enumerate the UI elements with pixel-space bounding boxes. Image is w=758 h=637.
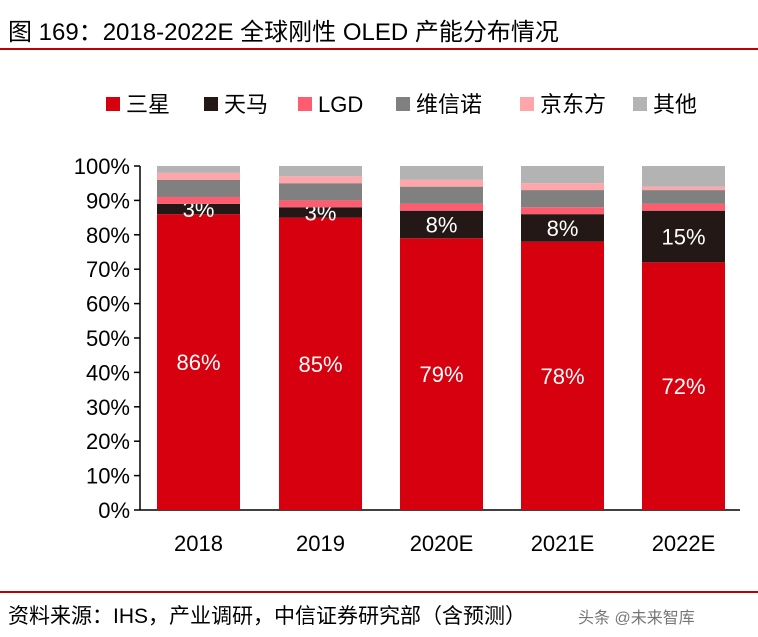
bar-segment-2018-三星 (157, 214, 240, 510)
watermark: 头条 @未来智库 (578, 610, 695, 627)
bar-segment-2021E-三星 (521, 241, 604, 510)
y-tick-label: 80% (86, 223, 130, 248)
data-label: 78% (540, 364, 584, 389)
x-tick-label: 2021E (531, 531, 595, 556)
legend-swatch (106, 97, 120, 111)
y-tick-label: 40% (86, 360, 130, 385)
legend-label: 天马 (224, 92, 268, 117)
stacked-bar-chart: 三星 天马 LGD 维信诺 京东方 其他 0% 10% 20% 30% 40% 50% 60% 70% 80… (74, 92, 740, 556)
bar-segment-2021E-天马 (521, 214, 604, 242)
bar-segment-2022E-其他 (642, 166, 725, 187)
legend-label: 其他 (653, 92, 697, 117)
bar-segment-2018-其他 (157, 166, 240, 173)
y-tick-label: 0% (98, 498, 130, 523)
bar-segment-2019-维信诺 (279, 183, 362, 201)
legend-swatch (204, 97, 218, 111)
data-label: 8% (426, 212, 458, 237)
bar-segment-2022E-天马 (642, 210, 725, 263)
x-tick-label: 2020E (410, 531, 474, 556)
bar-segment-2018-维信诺 (157, 179, 240, 197)
bar-segment-2022E-三星 (642, 262, 725, 510)
bar-segment-2020E-三星 (400, 238, 483, 511)
bar-segment-2018-天马 (157, 203, 240, 215)
bar-segment-2019-LGD (279, 200, 362, 208)
data-label: 86% (176, 350, 220, 375)
bar-segment-2019-京东方 (279, 176, 362, 184)
bar-segment-2019-天马 (279, 207, 362, 218)
bar-segment-2022E-维信诺 (642, 190, 725, 204)
legend-swatch (396, 97, 410, 111)
bar-segment-2021E-京东方 (521, 183, 604, 191)
y-tick-label: 90% (86, 188, 130, 213)
figure-title: 图 169：2018-2022E 全球刚性 OLED 产能分布情况 (8, 19, 559, 46)
y-tick-label: 70% (86, 257, 130, 282)
y-tick-label: 30% (86, 395, 130, 420)
legend-label: 京东方 (540, 92, 606, 117)
y-tick-label: 100% (74, 154, 130, 179)
bar-segment-2019-其他 (279, 166, 362, 177)
source-note: 资料来源：IHS，产业调研，中信证券研究部（含预测） (8, 605, 527, 628)
bar-segment-2020E-维信诺 (400, 186, 483, 204)
y-tick-label: 20% (86, 429, 130, 454)
legend-label: 维信诺 (416, 92, 482, 117)
y-tick-label: 50% (86, 326, 130, 351)
bar-segment-2021E-LGD (521, 207, 604, 215)
bar-segment-2022E-LGD (642, 203, 725, 211)
y-tick-label: 60% (86, 292, 130, 317)
data-label: 8% (547, 216, 579, 241)
bar-segment-2020E-天马 (400, 210, 483, 239)
legend-swatch (298, 97, 312, 111)
title-divider (0, 48, 758, 50)
bar-segment-2021E-其他 (521, 166, 604, 184)
source-divider (0, 591, 758, 593)
data-label: 85% (298, 352, 342, 377)
legend-swatch (633, 97, 647, 111)
bar-segment-2020E-京东方 (400, 179, 483, 187)
bar-segment-2018-京东方 (157, 172, 240, 180)
data-label: 79% (419, 362, 463, 387)
legend-swatch (520, 97, 534, 111)
legend-label: LGD (318, 92, 363, 117)
data-label: 15% (661, 225, 705, 250)
bar-segment-2022E-京东方 (642, 186, 725, 191)
bar-segment-2019-三星 (279, 217, 362, 510)
x-tick-label: 2018 (174, 531, 223, 556)
bar-segment-2018-LGD (157, 196, 240, 204)
bar-segment-2020E-LGD (400, 203, 483, 211)
legend-label: 三星 (126, 92, 170, 117)
bar-segment-2021E-维信诺 (521, 190, 604, 208)
x-tick-label: 2022E (652, 531, 716, 556)
data-label: 72% (661, 374, 705, 399)
x-tick-label: 2019 (296, 531, 345, 556)
y-tick-label: 10% (86, 464, 130, 489)
bar-segment-2020E-其他 (400, 166, 483, 180)
